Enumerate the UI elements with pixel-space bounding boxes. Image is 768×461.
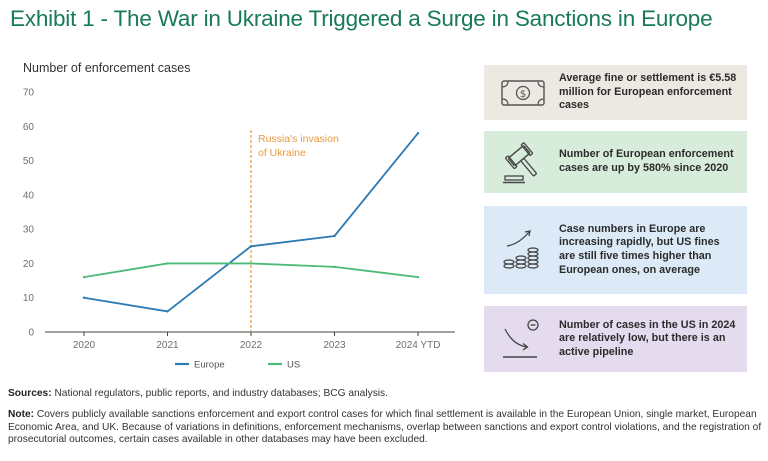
data-point-us bbox=[249, 262, 253, 265]
note-label: Note: bbox=[8, 409, 35, 420]
sources-text: National regulators, public reports, and… bbox=[54, 388, 388, 399]
sources-label: Sources: bbox=[8, 388, 52, 399]
card-text: Number of cases in the US in 2024 are re… bbox=[559, 318, 736, 358]
x-tick-label: 2024 YTD bbox=[396, 340, 441, 351]
data-point-us bbox=[166, 262, 169, 265]
y-tick-label: 40 bbox=[23, 190, 35, 201]
card-average-fine: $ Average fine or settlement is €5.58 mi… bbox=[484, 65, 747, 120]
card-us-pipeline: Number of cases in the US in 2024 are re… bbox=[484, 306, 747, 372]
card-europe-vs-us: Case numbers in Europe are increasing ra… bbox=[484, 206, 747, 294]
data-point-europe bbox=[166, 310, 169, 313]
exhibit-title: Exhibit 1 - The War in Ukraine Triggered… bbox=[10, 6, 713, 31]
card-text: Average fine or settlement is €5.58 mill… bbox=[559, 72, 737, 112]
data-point-europe bbox=[333, 234, 336, 238]
data-point-us bbox=[416, 275, 420, 279]
data-point-europe bbox=[416, 131, 420, 135]
x-tick-label: 2022 bbox=[240, 340, 263, 351]
y-tick-label: 10 bbox=[23, 293, 35, 304]
data-point-us bbox=[82, 275, 86, 279]
invasion-annotation: Russia's invasion bbox=[258, 133, 339, 145]
x-tick-label: 2021 bbox=[156, 340, 179, 351]
invasion-annotation: of Ukraine bbox=[258, 147, 306, 159]
y-tick-label: 70 bbox=[23, 88, 35, 99]
card-case-growth: Number of European enforcement cases are… bbox=[484, 131, 747, 193]
x-tick-label: 2020 bbox=[73, 340, 96, 351]
y-tick-label: 60 bbox=[23, 122, 35, 133]
gavel-icon bbox=[503, 142, 537, 184]
line-chart: 0 10 20 30 40 50 60 70 2020 2021 2022 2023 2024 YTD R… bbox=[23, 88, 455, 371]
data-point-us bbox=[333, 265, 336, 269]
data-point-europe bbox=[82, 296, 86, 299]
legend-label-us: US bbox=[287, 360, 300, 371]
svg-text:$: $ bbox=[520, 89, 526, 100]
legend-label-europe: Europe bbox=[194, 360, 225, 371]
sources: Sources: National regulators, public rep… bbox=[8, 388, 763, 401]
card-text: Number of European enforcement cases are… bbox=[559, 148, 734, 174]
note-text: Covers publicly available sanctions enfo… bbox=[8, 409, 762, 445]
card-text: Case numbers in Europe are increasing ra… bbox=[559, 222, 720, 276]
money-bill-icon: $ bbox=[501, 79, 545, 106]
y-axis-title: Number of enforcement cases bbox=[23, 61, 191, 75]
y-tick-label: 50 bbox=[23, 156, 35, 167]
note: Note: Covers publicly available sanction… bbox=[8, 409, 763, 447]
coin-stacks-growth-icon bbox=[503, 230, 539, 269]
decline-arrow-icon bbox=[503, 319, 539, 358]
y-tick-label: 0 bbox=[28, 328, 34, 339]
y-tick-label: 20 bbox=[23, 259, 35, 270]
y-tick-label: 30 bbox=[23, 225, 35, 236]
x-tick-label: 2023 bbox=[323, 340, 346, 351]
data-point-europe bbox=[249, 245, 253, 248]
